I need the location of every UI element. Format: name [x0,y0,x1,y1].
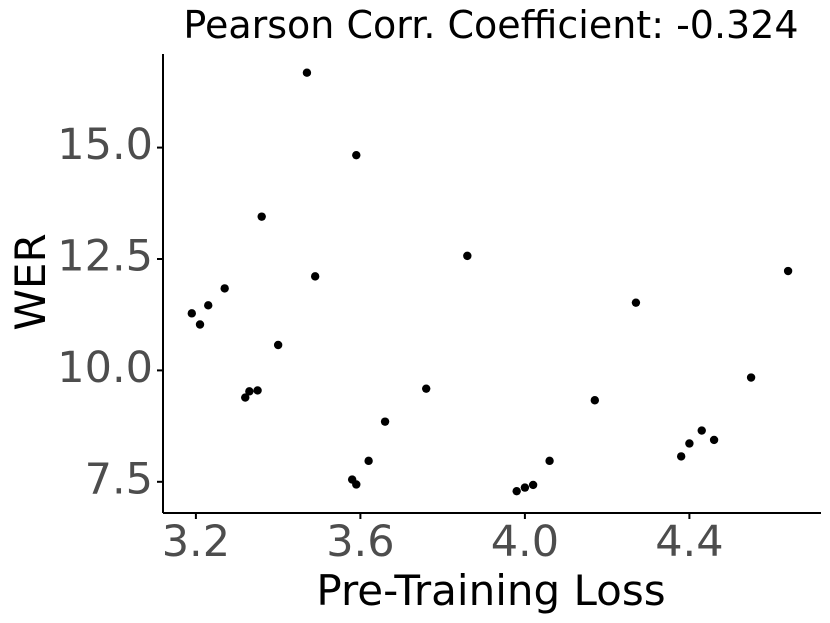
data-point [364,456,373,466]
y-tick-label: 7.5 [85,454,153,504]
x-tick-label: 4.4 [655,517,723,567]
data-point [310,272,320,281]
data-point [685,439,694,448]
ticks-layer: 3.2 3.6 4.0 4.4 7.5 10.0 12.5 15.0 [57,120,723,567]
data-point [352,480,361,489]
data-point [352,150,361,160]
x-tick-label: 4.0 [491,517,559,567]
data-point [697,426,706,435]
data-point [302,68,312,77]
data-point [746,373,756,382]
data-point [253,386,262,395]
x-axis-title: Pre-Training Loss [316,566,665,615]
data-point [463,251,472,261]
data-point [204,301,213,310]
data-point [245,387,254,396]
data-point [257,212,266,221]
data-point [380,417,390,426]
data-point [545,456,554,466]
data-point [422,384,431,393]
y-tick-label: 12.5 [57,231,153,281]
data-point [187,309,196,318]
data-point [195,320,205,329]
x-tick-label: 3.2 [162,517,230,567]
data-point [676,452,686,461]
x-tick-label: 3.6 [326,517,394,567]
data-point [709,435,719,445]
y-tick-label: 15.0 [57,120,153,170]
data-point [631,298,641,307]
data-point [220,284,229,293]
data-point [512,486,521,496]
data-point [590,396,600,405]
y-axis-title: WER [6,233,55,330]
y-tick-label: 10.0 [57,343,153,393]
points-layer [187,68,793,496]
data-point [528,480,538,490]
data-point [520,483,530,492]
data-point [273,340,283,350]
data-point [783,266,793,276]
chart-title: Pearson Corr. Coefficient: -0.324 [183,3,798,47]
data-point [241,393,250,402]
